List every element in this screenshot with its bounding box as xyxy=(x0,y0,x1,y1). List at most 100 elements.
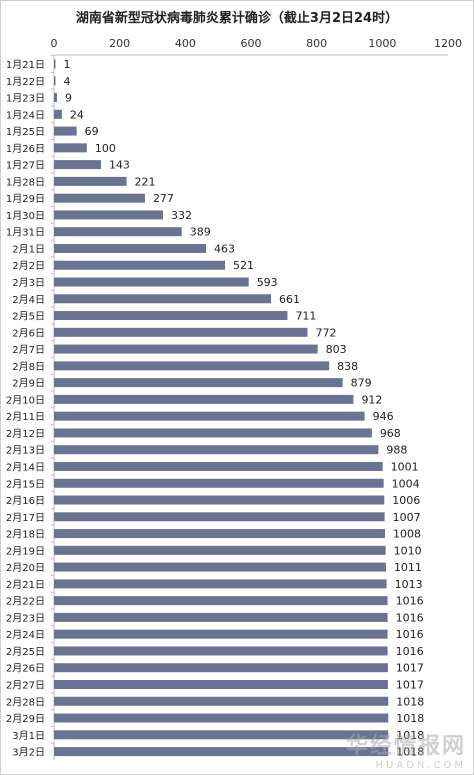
x-tick-label: 400 xyxy=(175,37,196,50)
category-label: 2月5日 xyxy=(12,311,45,323)
category-label: 2月25日 xyxy=(6,646,45,658)
category-label: 1月27日 xyxy=(6,160,45,172)
category-label: 2月28日 xyxy=(6,696,45,708)
data-label: 879 xyxy=(351,377,372,390)
bar xyxy=(54,243,207,253)
bar xyxy=(54,344,318,354)
category-label: 2月7日 xyxy=(12,344,45,356)
data-label: 4 xyxy=(64,75,71,88)
bar xyxy=(54,579,387,589)
data-label: 1016 xyxy=(396,611,424,624)
category-label: 2月15日 xyxy=(6,478,45,490)
bar xyxy=(54,227,182,237)
category-label: 2月19日 xyxy=(6,545,45,557)
category-label: 1月25日 xyxy=(6,126,45,138)
category-label: 3月2日 xyxy=(12,747,45,759)
category-label: 2月16日 xyxy=(6,495,45,507)
category-label: 2月1日 xyxy=(12,243,45,255)
x-tick-label: 600 xyxy=(241,37,262,50)
bar xyxy=(54,461,383,471)
category-label: 1月24日 xyxy=(6,109,45,121)
bar xyxy=(54,596,388,606)
data-label: 1011 xyxy=(394,561,422,574)
data-label: 332 xyxy=(171,209,192,222)
data-label: 389 xyxy=(190,226,211,239)
x-tick-label: 800 xyxy=(306,37,327,50)
data-label: 1016 xyxy=(396,645,424,658)
category-label: 2月24日 xyxy=(6,629,45,641)
category-label: 2月26日 xyxy=(6,663,45,675)
bar xyxy=(54,747,389,757)
data-label: 988 xyxy=(386,444,407,457)
bar xyxy=(54,445,379,455)
data-label: 1016 xyxy=(396,595,424,608)
data-label: 1018 xyxy=(396,695,424,708)
category-label: 2月6日 xyxy=(12,327,45,339)
bar xyxy=(54,176,127,186)
data-label: 1018 xyxy=(396,746,424,759)
bar xyxy=(54,730,389,740)
category-label: 3月1日 xyxy=(12,730,45,742)
bar xyxy=(54,143,87,153)
bar xyxy=(54,428,372,438)
category-label: 1月23日 xyxy=(6,93,45,105)
bar xyxy=(54,327,308,337)
bar xyxy=(54,361,330,371)
category-label: 1月22日 xyxy=(6,76,45,88)
data-label: 1017 xyxy=(396,662,424,675)
category-label: 2月12日 xyxy=(6,428,45,440)
bar xyxy=(54,411,365,421)
category-label: 2月18日 xyxy=(6,529,45,541)
data-label: 1010 xyxy=(394,544,422,557)
bar xyxy=(54,394,354,404)
bar xyxy=(54,76,56,86)
data-label: 1 xyxy=(64,58,71,71)
data-label: 946 xyxy=(373,410,394,423)
category-label: 1月31日 xyxy=(6,227,45,239)
category-label: 2月29日 xyxy=(6,713,45,725)
category-label: 2月9日 xyxy=(12,378,45,390)
data-label: 1008 xyxy=(393,528,421,541)
bar xyxy=(54,378,343,388)
data-label: 1018 xyxy=(396,729,424,742)
category-label: 1月21日 xyxy=(6,59,45,71)
category-label: 1月28日 xyxy=(6,176,45,188)
data-label: 143 xyxy=(109,159,130,172)
data-label: 1006 xyxy=(392,494,420,507)
bar xyxy=(54,93,57,103)
bar xyxy=(54,562,386,572)
x-tick-label: 200 xyxy=(109,37,130,50)
category-label: 2月23日 xyxy=(6,612,45,624)
bar xyxy=(54,294,272,304)
category-label: 1月30日 xyxy=(6,210,45,222)
data-label: 221 xyxy=(135,175,156,188)
x-tick-label: 1000 xyxy=(368,37,396,50)
category-label: 2月10日 xyxy=(6,394,45,406)
data-label: 1017 xyxy=(396,678,424,691)
category-label: 2月17日 xyxy=(6,512,45,524)
data-label: 803 xyxy=(326,343,347,356)
data-label: 277 xyxy=(153,192,174,205)
x-tick-label: 0 xyxy=(51,37,58,50)
category-label: 2月2日 xyxy=(12,260,45,272)
data-label: 24 xyxy=(70,108,84,121)
bar xyxy=(54,126,77,136)
data-label: 69 xyxy=(85,125,99,138)
bar xyxy=(54,59,56,69)
category-label: 2月20日 xyxy=(6,562,45,574)
x-tick-label: 1200 xyxy=(434,37,462,50)
data-label: 661 xyxy=(279,293,300,306)
bar xyxy=(54,696,389,706)
data-label: 772 xyxy=(315,326,336,339)
bar xyxy=(54,193,145,203)
bar xyxy=(54,109,62,119)
bar xyxy=(54,713,389,723)
data-label: 1004 xyxy=(392,477,420,490)
data-label: 838 xyxy=(337,360,358,373)
bar xyxy=(54,663,388,673)
watermark-url: HUAON.COM xyxy=(375,760,466,771)
watermark-text: 华经情报网 xyxy=(345,734,466,759)
bar xyxy=(54,478,384,488)
data-label: 593 xyxy=(257,276,278,289)
